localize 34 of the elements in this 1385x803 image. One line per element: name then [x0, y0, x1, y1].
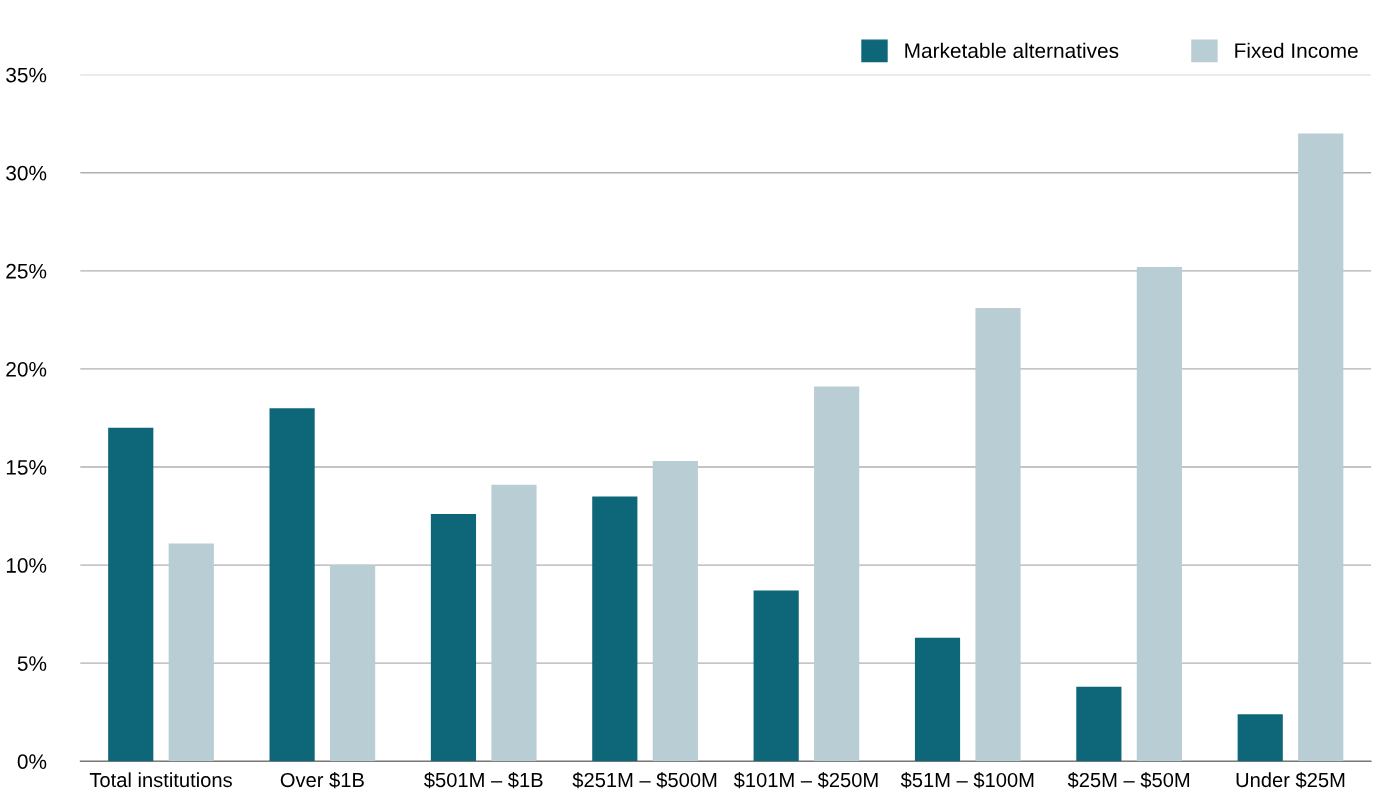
y-tick-label: 15% — [6, 460, 47, 475]
x-tick-label: Total institutions — [89, 772, 232, 788]
bar — [108, 427, 154, 762]
y-tick-label: 30% — [6, 165, 47, 181]
bar — [753, 590, 799, 762]
y-tick-label: 5% — [17, 656, 47, 671]
legend-label: Fixed Income — [1235, 42, 1358, 59]
x-tick-label: $251M – $500M — [572, 772, 717, 789]
bar — [491, 484, 537, 762]
y-tick-label: 25% — [6, 263, 47, 279]
bar — [652, 461, 698, 762]
y-tick-label: 10% — [6, 558, 47, 573]
bar — [269, 408, 315, 762]
y-tick-label: 35% — [6, 67, 47, 83]
bar — [1076, 686, 1122, 762]
x-tick-label: $101M – $250M — [733, 772, 878, 789]
bar — [592, 496, 638, 762]
x-tick-label: Under $25M — [1236, 772, 1345, 789]
bar — [430, 514, 477, 762]
bar — [1237, 714, 1283, 762]
y-tick-label: 0% — [17, 754, 47, 769]
x-tick-label: $51M – $100M — [900, 772, 1034, 789]
bar — [814, 386, 860, 762]
bar — [1298, 133, 1344, 762]
x-tick-label: $25M – $50M — [1067, 772, 1190, 789]
bar — [975, 308, 1021, 762]
x-tick-label: Over $1B — [280, 772, 364, 789]
legend-label: Marketable alternatives — [905, 42, 1119, 59]
bar — [330, 565, 376, 762]
bar — [168, 543, 214, 762]
bar — [914, 637, 961, 762]
y-tick-label: 20% — [6, 361, 47, 377]
x-tick-label: $501M – $1B — [424, 772, 543, 789]
bar — [1136, 266, 1182, 762]
